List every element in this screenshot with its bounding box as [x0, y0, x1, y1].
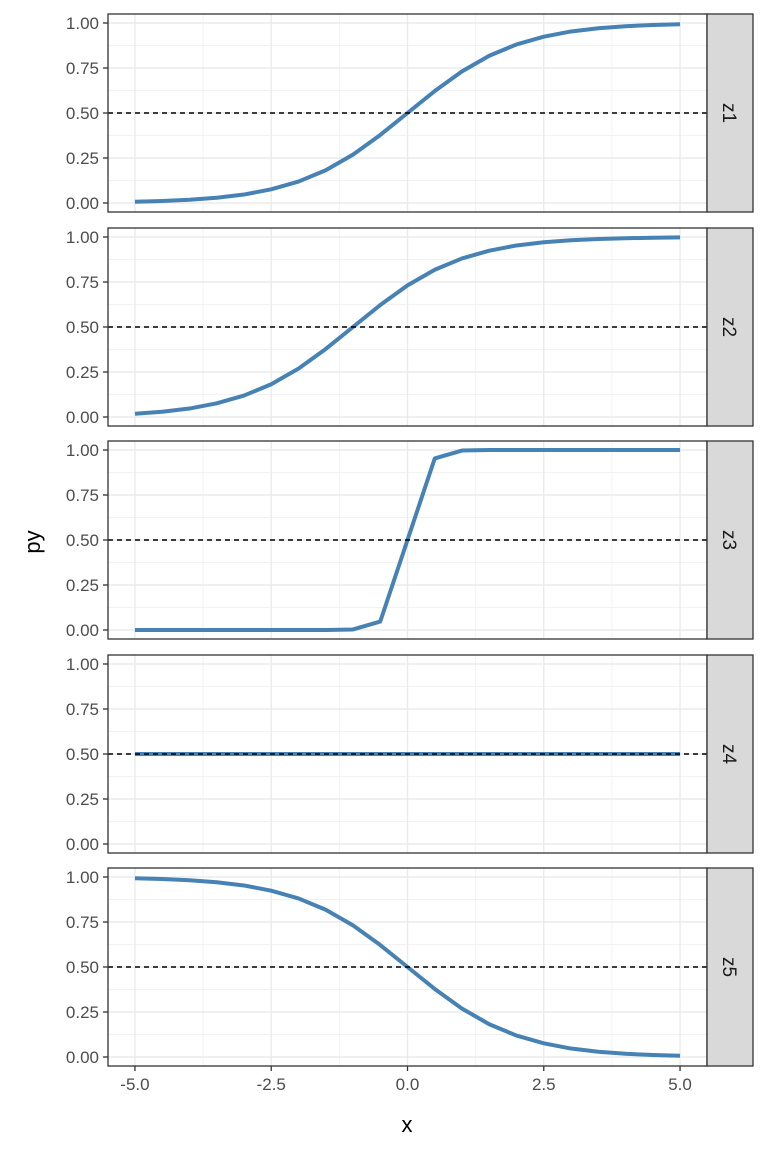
y-tick-label: 0.75 [66, 486, 99, 505]
y-tick-label: 0.50 [66, 531, 99, 550]
x-tick-label: -5.0 [120, 1075, 149, 1094]
facet-strip [706, 440, 754, 640]
y-tick-label: 0.75 [66, 913, 99, 932]
facet-strip-label: z3 [718, 530, 739, 550]
facet-strip [706, 867, 754, 1067]
y-tick-label: 0.00 [66, 835, 99, 854]
y-tick-label: 0.75 [66, 273, 99, 292]
y-tick-label: 0.00 [66, 1048, 99, 1067]
y-tick-label: 1.00 [66, 868, 99, 887]
facet-strip-label: z1 [718, 103, 739, 123]
panel-z3: 0.00 0.25 0.50 0.75 1.00 z3 [66, 440, 754, 640]
x-axis-title: x [402, 1112, 413, 1137]
y-tick-label: 0.50 [66, 318, 99, 337]
y-tick-label: 0.25 [66, 363, 99, 382]
facet-strip-label: z4 [718, 744, 739, 765]
y-tick-label: 1.00 [66, 14, 99, 33]
x-tick-label: 2.5 [532, 1075, 556, 1094]
y-tick-label: 0.50 [66, 104, 99, 123]
y-tick-label: 0.50 [66, 745, 99, 764]
y-tick-label: 0.25 [66, 1003, 99, 1022]
y-tick-label: 0.25 [66, 149, 99, 168]
y-tick-label: 1.00 [66, 441, 99, 460]
y-tick-label: 1.00 [66, 655, 99, 674]
facet-strip-label: z2 [718, 317, 739, 337]
y-tick-label: 0.00 [66, 408, 99, 427]
x-tick-label: 0.0 [396, 1075, 420, 1094]
panel-z2: 0.00 0.25 0.50 0.75 1.00 z2 [66, 227, 754, 427]
y-tick-label: 0.75 [66, 59, 99, 78]
panel-z5: 0.00 0.25 0.50 0.75 1.00 z5 -5.0 -2.5 0.0 2.5 5.0 [66, 867, 754, 1094]
x-tick-label: -2.5 [257, 1075, 286, 1094]
y-tick-label: 0.75 [66, 700, 99, 719]
y-tick-label: 0.00 [66, 194, 99, 213]
y-axis-title: py [20, 530, 45, 553]
y-tick-label: 0.25 [66, 576, 99, 595]
facet-strip [706, 654, 754, 854]
y-tick-label: 0.25 [66, 790, 99, 809]
facet-strip [706, 13, 754, 213]
facet-strip-label: z5 [718, 957, 739, 977]
facet-strip [706, 227, 754, 427]
panel-z4: 0.00 0.25 0.50 0.75 1.00 z4 [66, 654, 754, 854]
y-tick-label: 0.50 [66, 958, 99, 977]
series-line-z2 [134, 235, 681, 416]
y-tick-label: 1.00 [66, 228, 99, 247]
y-tick-label: 0.00 [66, 621, 99, 640]
chart-panels: 0.00 0.25 0.50 0.75 1.00 z1 0.00 0.25 0.50 0.75 1.… [66, 13, 754, 1094]
x-tick-label: 5.0 [668, 1075, 692, 1094]
panel-z1: 0.00 0.25 0.50 0.75 1.00 z1 [66, 13, 754, 213]
